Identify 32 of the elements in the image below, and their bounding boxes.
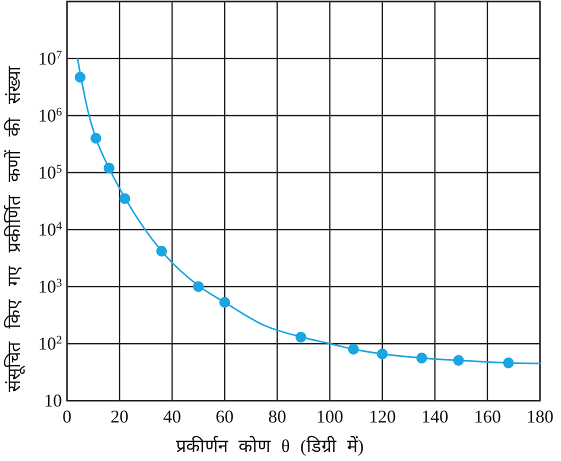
y-tick-label: 10$^{5}$ [38, 162, 62, 183]
point [296, 332, 306, 343]
point [219, 297, 230, 308]
y-tick-label: 10$^{4}$ [38, 219, 62, 240]
x-tick-label: 20 [110, 406, 129, 427]
point [503, 358, 514, 368]
x-tick-label: 0 [62, 406, 72, 427]
x-tick-label: 120 [368, 406, 396, 427]
x-tick-label: 160 [474, 406, 501, 427]
point [119, 193, 130, 204]
point [348, 344, 359, 355]
point [156, 246, 167, 256]
x-axis-title: प्रकीर्णन कोण θ (डिग्री में) [176, 435, 364, 456]
point [74, 72, 86, 83]
x-tick-label: 140 [421, 406, 448, 427]
point [104, 162, 114, 174]
y-tick-label: 10$^{2}$ [38, 333, 62, 354]
y-axis-title: संसूचित किए गए प्रकीर्णित कणों की संख्या [3, 66, 25, 392]
point [193, 281, 204, 292]
x-tick-label: 100 [316, 406, 344, 427]
x-tick-label: 180 [526, 406, 554, 427]
x-tick-label: 60 [216, 406, 234, 427]
y-tick-label: 10$^{6}$ [38, 105, 62, 126]
x-tick-label: 80 [268, 406, 286, 427]
point [376, 348, 388, 360]
y-tick-label: 10$^{3}$ [38, 276, 62, 297]
point [453, 355, 464, 366]
y-tick-label: 10$^{7}$ [38, 48, 62, 69]
x-tick-label: 40 [163, 406, 182, 427]
point [416, 352, 428, 364]
point [90, 132, 102, 144]
y-tick-label: 10 [44, 390, 62, 411]
